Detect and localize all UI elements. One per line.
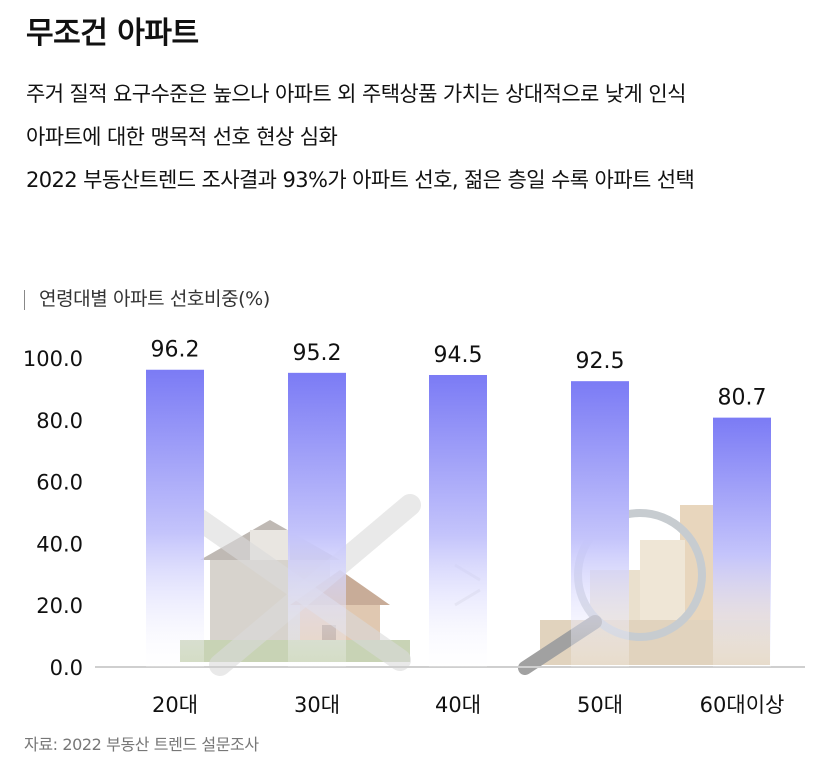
page-title: 무조건 아파트 bbox=[26, 16, 199, 51]
y-tick-label: 80.0 bbox=[36, 409, 83, 433]
x-tick-label: 20대 bbox=[152, 693, 198, 717]
x-axis: 20대 30대 40대 50대 60대이상 bbox=[152, 693, 784, 717]
value-labels: 96.2 95.2 94.5 92.5 80.7 bbox=[151, 338, 767, 411]
bar-4 bbox=[571, 381, 629, 667]
y-tick-label: 0.0 bbox=[50, 656, 83, 680]
x-tick-label: 30대 bbox=[294, 693, 340, 717]
subtitle-line-2: 아파트에 대한 맹목적 선호 현상 심화 bbox=[26, 125, 338, 149]
y-tick-label: 100.0 bbox=[23, 347, 83, 371]
subtitle-line-3: 2022 부동산트렌드 조사결과 93%가 아파트 선호, 젊은 층일 수록 아… bbox=[26, 168, 695, 192]
chart-title: 연령대별 아파트 선호비중(%) bbox=[24, 284, 270, 311]
bar-value-label: 95.2 bbox=[293, 341, 342, 366]
x-tick-label: 60대이상 bbox=[700, 693, 785, 717]
y-axis: 100.0 80.0 60.0 40.0 20.0 0.0 bbox=[23, 347, 83, 680]
bar-3 bbox=[429, 374, 487, 667]
y-tick-label: 20.0 bbox=[36, 594, 83, 618]
x-tick-label: 50대 bbox=[577, 693, 623, 717]
bars bbox=[146, 369, 771, 667]
bar-2 bbox=[288, 372, 346, 667]
bar-value-label: 96.2 bbox=[151, 338, 200, 363]
chart-title-text: 연령대별 아파트 선호비중(%) bbox=[39, 288, 270, 310]
bar-5 bbox=[713, 417, 771, 667]
bar-value-label: 94.5 bbox=[434, 343, 483, 368]
source-note: 자료: 2022 부동산 트렌드 설문조사 bbox=[24, 735, 259, 754]
bar-value-label: 92.5 bbox=[576, 349, 625, 374]
y-tick-label: 40.0 bbox=[36, 532, 83, 556]
bar-value-label: 80.7 bbox=[718, 386, 767, 411]
subtitle-line-1: 주거 질적 요구수준은 높으나 아파트 외 주택상품 가치는 상대적으로 낮게 … bbox=[26, 82, 686, 106]
bar-1 bbox=[146, 369, 204, 667]
y-tick-label: 60.0 bbox=[36, 471, 83, 495]
x-tick-label: 40대 bbox=[435, 693, 481, 717]
title-divider bbox=[24, 289, 25, 310]
